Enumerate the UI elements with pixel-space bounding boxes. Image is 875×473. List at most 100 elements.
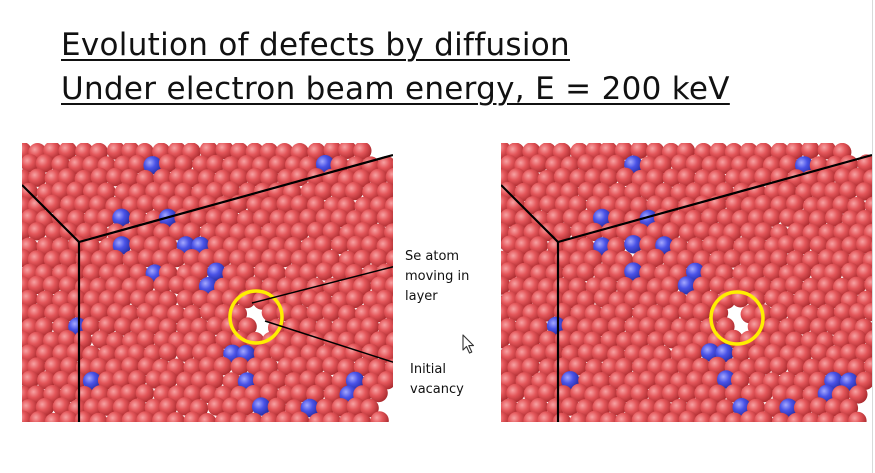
- se-atom: [725, 168, 744, 188]
- se-atom: [391, 266, 393, 277]
- se-atom: [128, 154, 147, 174]
- se-atom: [345, 289, 365, 309]
- se-atom: [677, 249, 696, 269]
- se-atom: [51, 208, 71, 227]
- se-atom: [507, 168, 526, 187]
- se-atom: [260, 383, 279, 403]
- se-atom: [58, 330, 77, 349]
- se-atom: [740, 222, 759, 241]
- se-atom: [771, 412, 791, 422]
- se-atom: [523, 411, 542, 422]
- se-atom: [60, 195, 79, 214]
- se-atom: [176, 289, 195, 309]
- se-atom: [261, 277, 280, 296]
- se-atom: [779, 208, 798, 227]
- se-atom: [106, 249, 125, 269]
- se-atom: [361, 235, 380, 254]
- se-atom: [709, 412, 728, 422]
- se-atom: [360, 398, 379, 418]
- se-atom: [89, 357, 109, 377]
- atomic-structure-after: [501, 143, 872, 422]
- se-atom: [391, 295, 393, 305]
- se-atom: [90, 167, 110, 187]
- se-atom: [152, 411, 171, 422]
- se-atom: [137, 248, 157, 268]
- se-atom: [639, 263, 658, 282]
- se-atom: [120, 168, 139, 188]
- se-atom: [353, 357, 373, 377]
- se-atom: [260, 412, 279, 422]
- se-atom: [300, 182, 319, 201]
- se-atom: [501, 208, 519, 227]
- se-atom: [646, 248, 665, 268]
- se-atom: [353, 249, 372, 269]
- se-atom: [685, 182, 704, 201]
- se-atom: [725, 412, 744, 422]
- se-atom: [630, 330, 650, 350]
- se-atom: [81, 316, 100, 335]
- se-atom: [809, 317, 829, 337]
- se-atom: [392, 323, 393, 331]
- se-atom: [260, 222, 280, 242]
- se-atom: [593, 289, 613, 308]
- cell-edge-lines: [501, 153, 872, 422]
- se-atom: [168, 222, 188, 241]
- se-atom: [97, 371, 117, 390]
- se-atom: [553, 167, 573, 187]
- se-atom: [810, 181, 829, 201]
- metal-atom: [779, 398, 798, 417]
- se-atom: [501, 235, 520, 254]
- se-atom: [754, 167, 773, 186]
- se-atom: [724, 384, 744, 403]
- se-atom: [692, 276, 712, 295]
- se-atom: [222, 372, 241, 391]
- metal-atom: [592, 208, 612, 228]
- se-atom: [576, 290, 596, 309]
- se-atom: [137, 221, 156, 240]
- se-atom: [817, 143, 837, 160]
- se-atom: [22, 289, 38, 309]
- se-atom: [740, 410, 759, 422]
- se-atom: [276, 277, 296, 296]
- se-atom: [83, 398, 102, 417]
- se-atom: [43, 250, 63, 269]
- se-atom: [529, 397, 549, 417]
- se-atom: [754, 249, 773, 268]
- se-atom: [167, 304, 186, 324]
- se-atom: [577, 343, 597, 362]
- se-atom: [708, 356, 727, 376]
- se-atom: [339, 412, 358, 422]
- se-atom: [808, 371, 828, 391]
- se-atom: [685, 154, 705, 173]
- se-atom: [306, 303, 325, 322]
- se-atom: [370, 411, 389, 422]
- se-atom: [244, 412, 264, 422]
- se-atom-label-line: moving in: [405, 269, 470, 284]
- slide-title-line-1: Evolution of defects by diffusion: [61, 27, 570, 63]
- se-atom: [152, 194, 171, 214]
- se-atom: [772, 384, 791, 404]
- se-atom: [870, 212, 872, 224]
- se-atom: [314, 181, 333, 201]
- se-atom: [74, 195, 93, 214]
- se-atom: [692, 302, 711, 322]
- se-atom: [630, 143, 649, 159]
- metal-atom: [112, 236, 132, 255]
- metal-atom: [82, 371, 102, 391]
- se-atom: [576, 262, 595, 282]
- se-atom: [120, 384, 139, 403]
- se-atom: [638, 317, 658, 336]
- se-atom: [230, 357, 249, 376]
- se-atom: [322, 222, 342, 241]
- se-atom: [323, 143, 342, 160]
- se-atom: [315, 262, 334, 281]
- se-atom: [190, 371, 210, 390]
- se-atom: [653, 155, 672, 174]
- se-atom: [376, 208, 393, 227]
- se-atom: [521, 169, 541, 188]
- se-atom: [507, 411, 527, 422]
- se-atom: [136, 194, 156, 213]
- se-atom: [290, 222, 310, 241]
- vacancy-label-line: Initial: [410, 362, 446, 377]
- se-atom: [385, 250, 393, 268]
